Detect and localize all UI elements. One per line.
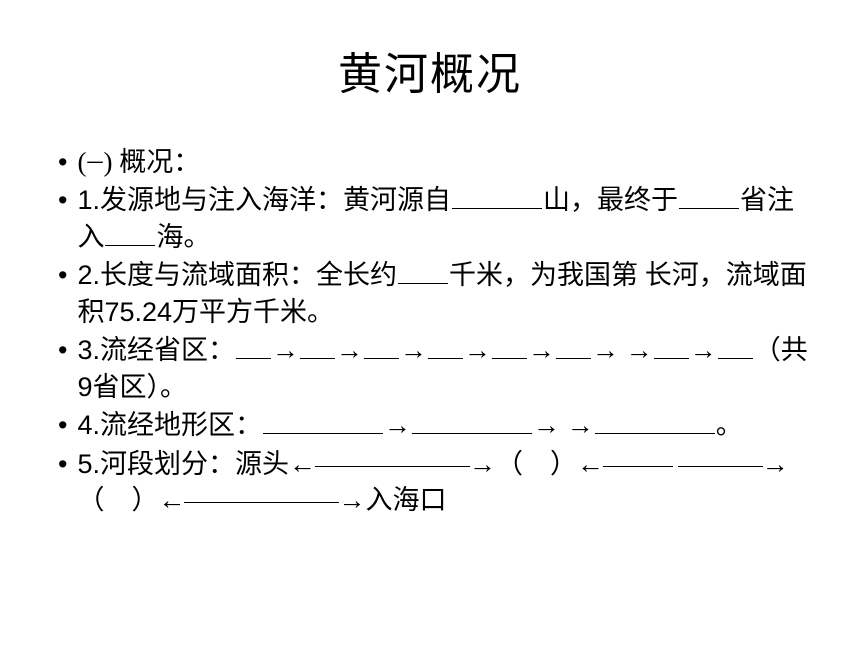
section-label: (一) 概况： [77,144,810,180]
arrow-line [184,502,339,504]
blank-length [398,262,448,284]
content-area: • (一) 概况： • 1.发源地与注入海洋：黄河源自山，最终于省注入海。 • … [50,144,810,518]
blank-terrain [412,412,532,434]
item-2: • 2.长度与流域面积：全长约千米，为我国第 长河，流域面积75.24万平方千米… [50,257,810,330]
blank-terrain [263,412,383,434]
blank-mountain [452,187,542,209]
blank-province [679,187,739,209]
blank-prov [364,337,399,359]
slide-title: 黄河概况 [50,38,810,102]
bullet-icon: • [58,182,67,218]
blank-sea [105,224,155,246]
item-1-text: 1.发源地与注入海洋：黄河源自山，最终于省注入海。 [77,182,810,255]
blank-terrain [595,412,715,434]
item-1: • 1.发源地与注入海洋：黄河源自山，最终于省注入海。 [50,182,810,255]
item-5-text: 5.河段划分：源头←→（ ）← →（ ）←→入海口 [77,446,810,519]
item-3: • 3.流经省区：→→→→→→ →→（共9省区）。 [50,332,810,405]
blank-prov [236,337,271,359]
item-3-text: 3.流经省区：→→→→→→ →→（共9省区）。 [77,332,810,405]
blank-prov [556,337,591,359]
blank-prov [300,337,335,359]
bullet-icon: • [58,332,67,368]
bullet-icon: • [58,144,67,180]
blank-prov [428,337,463,359]
item-5: • 5.河段划分：源头←→（ ）← →（ ）←→入海口 [50,446,810,519]
arrow-line [678,466,763,468]
item-4: • 4.流经地形区：→→ →。 [50,407,810,443]
bullet-icon: • [58,407,67,443]
arrow-line [315,466,470,468]
item-2-text: 2.长度与流域面积：全长约千米，为我国第 长河，流域面积75.24万平方千米。 [77,257,810,330]
blank-prov [654,337,689,359]
section-header: • (一) 概况： [50,144,810,180]
blank-prov [492,337,527,359]
slide-container: 黄河概况 • (一) 概况： • 1.发源地与注入海洋：黄河源自山，最终于省注入… [0,0,860,645]
blank-prov [718,337,753,359]
bullet-icon: • [58,257,67,293]
bullet-icon: • [58,446,67,482]
item-4-text: 4.流经地形区：→→ →。 [77,407,810,443]
arrow-line [603,466,673,468]
